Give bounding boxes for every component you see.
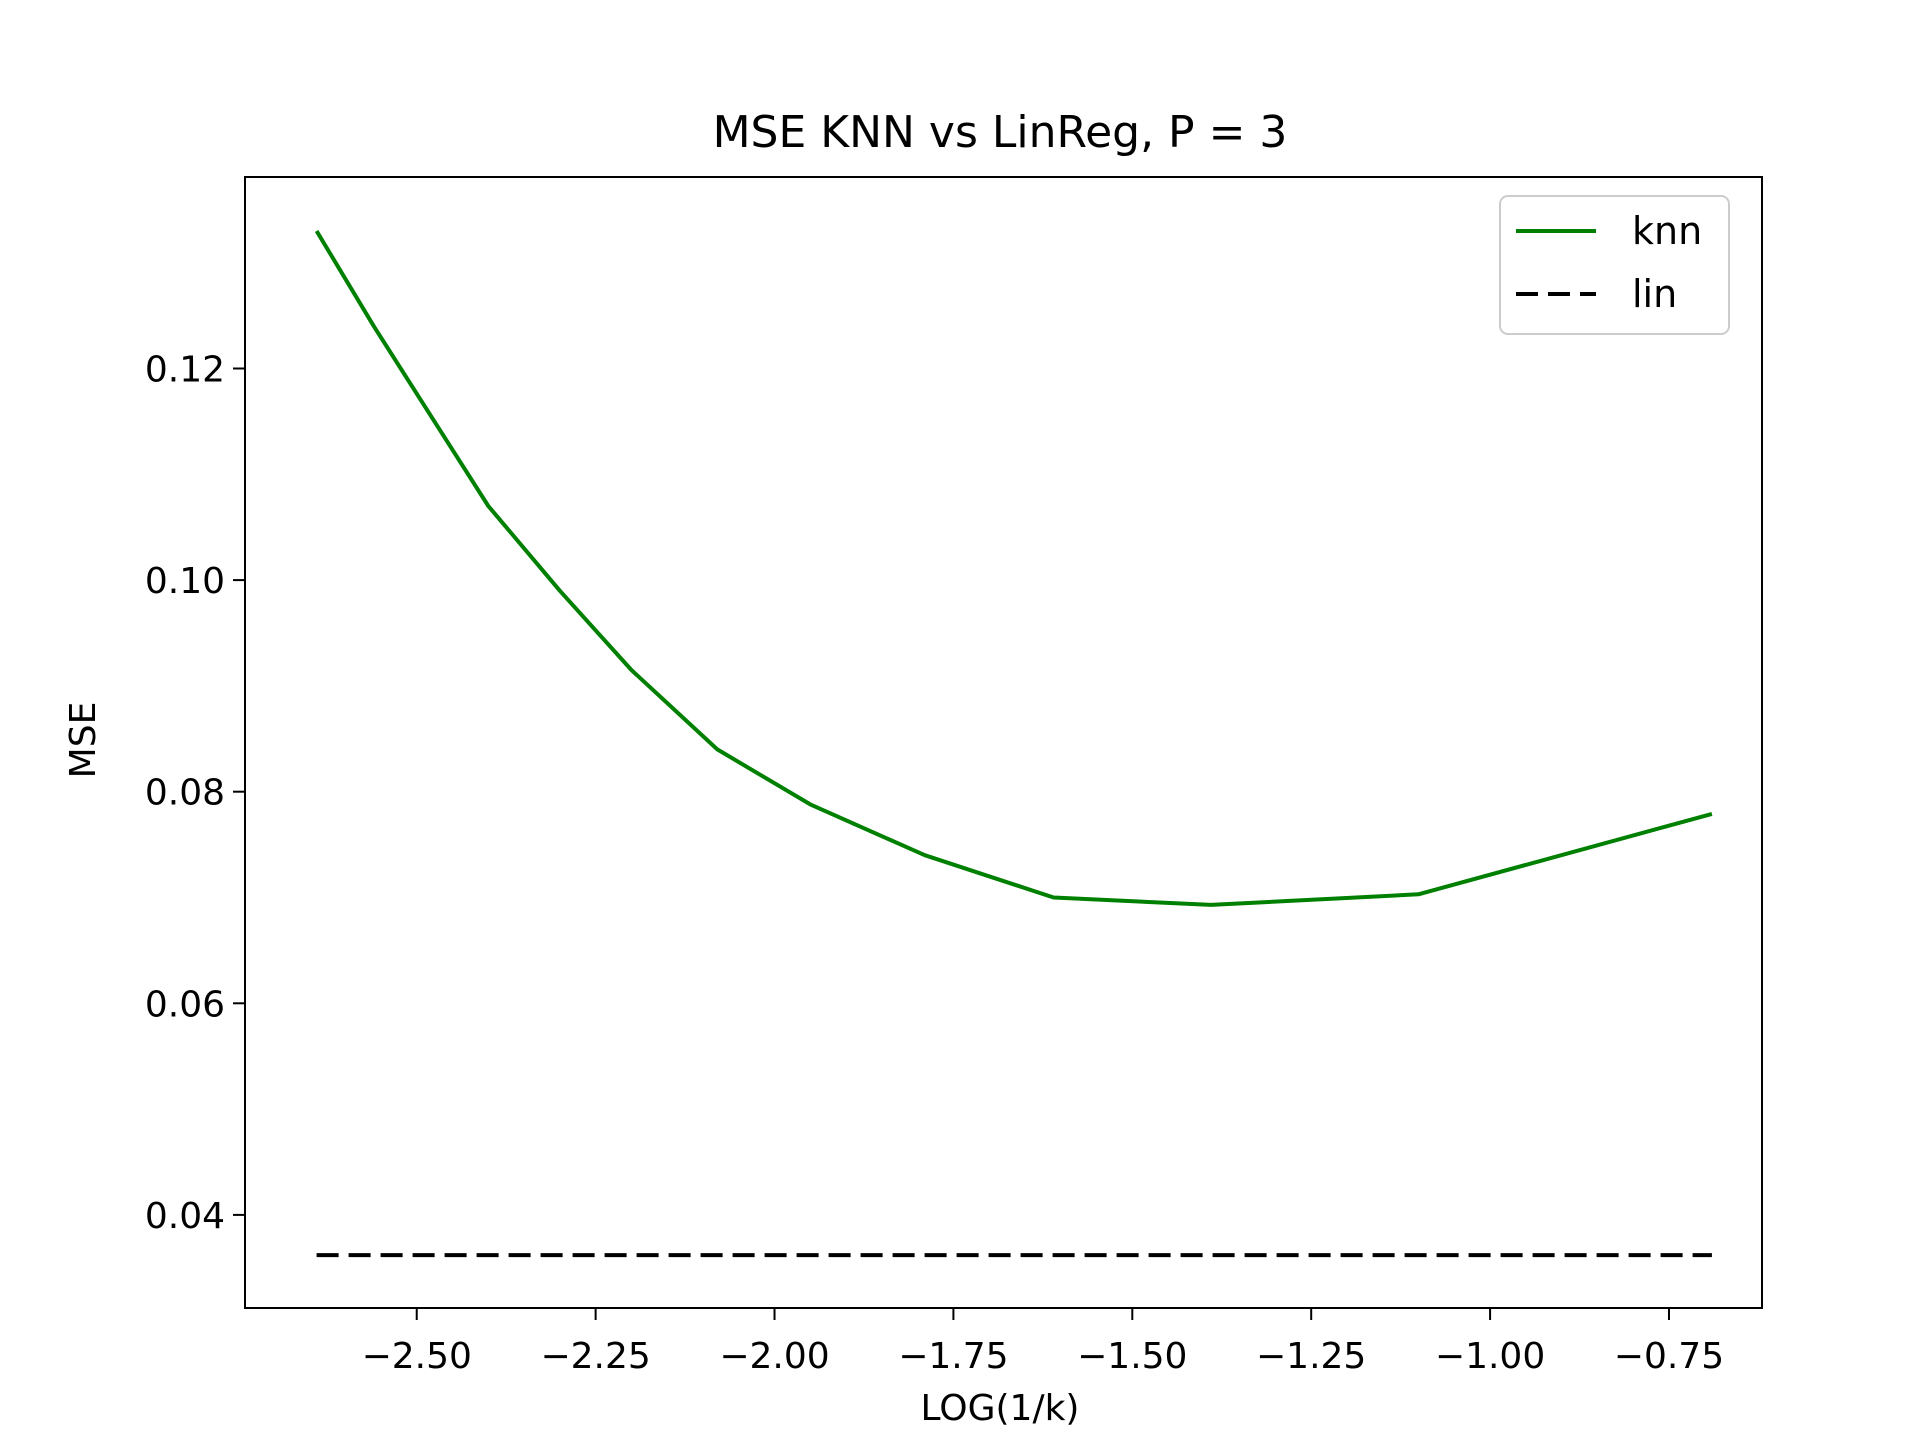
legend-label-lin: lin — [1632, 272, 1677, 316]
y-tick-label: 0.04 — [145, 1196, 225, 1237]
y-tick-label: 0.12 — [145, 349, 225, 390]
x-tick-label: −1.75 — [898, 1336, 1008, 1377]
y-axis: 0.04 0.06 0.08 0.10 0.12 — [145, 349, 245, 1237]
x-axis-label: LOG(1/k) — [921, 1388, 1080, 1429]
series-line-knn — [314, 229, 1713, 907]
y-tick-label: 0.06 — [145, 984, 225, 1025]
x-tick-label: −1.25 — [1256, 1336, 1366, 1377]
x-tick-label: −2.00 — [719, 1336, 829, 1377]
x-tick-label: −1.50 — [1077, 1336, 1187, 1377]
y-tick-label: 0.08 — [145, 773, 225, 814]
y-tick-label: 0.10 — [145, 561, 225, 602]
chart-title: MSE KNN vs LinReg, P = 3 — [713, 107, 1288, 158]
y-axis-label: MSE — [63, 702, 104, 779]
x-tick-label: −1.00 — [1435, 1336, 1545, 1377]
x-tick-label: −0.75 — [1614, 1336, 1724, 1377]
x-tick-label: −2.25 — [540, 1336, 650, 1377]
plot-area — [314, 229, 1713, 1258]
x-tick-label: −2.50 — [362, 1336, 472, 1377]
plot-frame — [244, 176, 1763, 1309]
legend-label-knn: knn — [1632, 209, 1702, 253]
x-axis: −2.50 −2.25 −2.00 −1.75 −1.50 −1.25 −1.00 −0.75 — [362, 1308, 1724, 1377]
legend: knn lin — [1499, 195, 1730, 335]
